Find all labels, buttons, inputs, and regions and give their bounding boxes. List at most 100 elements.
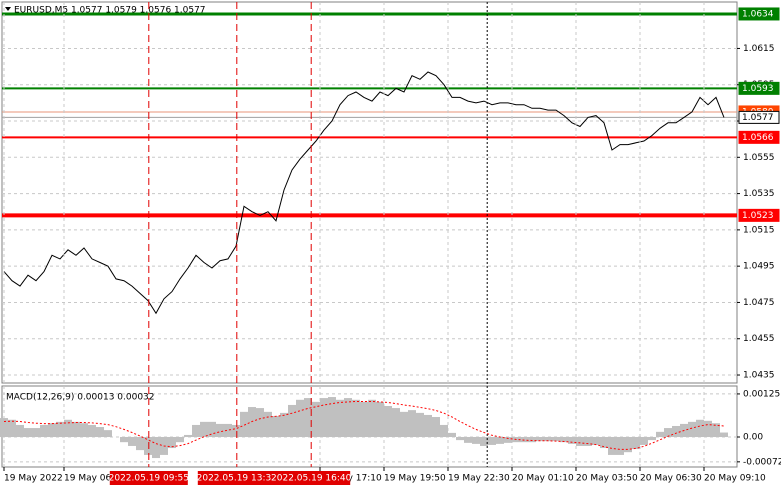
macd-bar: [520, 437, 528, 443]
macd-bar: [552, 437, 560, 442]
macd-bar: [328, 397, 336, 438]
macd-bar: [216, 423, 224, 438]
macd-bar: [376, 401, 384, 438]
macd-bar: [232, 424, 240, 438]
macd-bar: [536, 437, 544, 442]
macd-bar: [640, 437, 648, 445]
macd-bar: [192, 424, 200, 438]
macd-bar: [704, 420, 712, 438]
x-tick-label: 19 May 2022: [4, 474, 63, 484]
macd-bar: [224, 423, 232, 438]
macd-bar: [384, 405, 392, 438]
macd-bar: [648, 437, 656, 441]
macd-bar: [600, 437, 608, 449]
macd-bar: [424, 414, 432, 438]
macd-bar: [272, 415, 280, 438]
marker-label: 2022.05.19 16:40: [271, 474, 352, 484]
level-label: 1.0566: [742, 133, 774, 143]
macd-bar: [432, 417, 440, 438]
macd-bar: [688, 421, 696, 438]
marker-label-box: [272, 471, 351, 485]
x-tick-label: 19 May 06: [64, 474, 112, 484]
macd-bar: [320, 398, 328, 438]
marker-label: 2022.05.19 09:55: [109, 474, 189, 484]
macd-bar: [200, 421, 208, 438]
macd-bar: [304, 398, 312, 438]
macd-bar: [136, 437, 144, 451]
y-tick-label: 1.0615: [743, 44, 775, 54]
macd-bar: [616, 437, 624, 455]
macd-bar: [464, 437, 472, 443]
macd-bar: [496, 437, 504, 444]
macd-bar: [56, 421, 64, 438]
x-tick-label: 20 May 06:30: [640, 474, 702, 484]
macd-bar: [104, 430, 112, 438]
signal-line: [3, 401, 725, 450]
level-label-box: [738, 130, 780, 144]
x-tick-label: 19 May 19:50: [384, 474, 446, 484]
macd-bar: [312, 401, 320, 438]
macd-bar: [88, 424, 96, 438]
macd-bar: [416, 412, 424, 438]
level-label: 1.0577: [742, 113, 774, 123]
menu-arrow: [5, 7, 11, 11]
x-tick-label: 19 May 17:10: [320, 474, 382, 484]
level-label-box: [738, 208, 780, 222]
macd-bar: [608, 437, 616, 455]
x-tick-label: 19 May 22:30: [448, 474, 510, 484]
y-tick-label: 1.0555: [743, 153, 775, 163]
macd-bar: [32, 428, 40, 438]
level-label: 1.0634: [742, 9, 774, 19]
macd-bar: [184, 434, 192, 438]
y-tick-label: 1.0535: [743, 189, 775, 199]
macd-bar: [528, 437, 536, 443]
level-label-box: [738, 110, 780, 124]
macd-bar: [448, 432, 456, 438]
y-tick-label: 1.0515: [743, 225, 775, 235]
macd-bar: [24, 428, 32, 438]
macd-bar: [632, 437, 640, 450]
macd-bar: [544, 437, 552, 442]
macd-bar: [0, 418, 8, 438]
macd-bar: [144, 437, 152, 455]
macd-bar: [72, 421, 80, 438]
macd-bar: [256, 408, 264, 438]
macd-bar: [64, 419, 72, 438]
macd-bar: [456, 437, 464, 441]
level-label-box: [738, 7, 780, 21]
price-panel: [1, 1, 738, 384]
y-tick-label: 1.0475: [743, 298, 775, 308]
macd-bar: [656, 431, 664, 438]
macd-bar: [120, 437, 128, 443]
macd-bar: [720, 432, 728, 438]
macd-bar: [568, 437, 576, 444]
macd-bar: [504, 437, 512, 443]
macd-title: MACD(12,26,9) 0.00013 0.00032: [6, 393, 155, 403]
macd-bar: [472, 437, 480, 444]
macd-bar: [176, 437, 184, 443]
macd-bar: [344, 398, 352, 438]
macd-bar: [264, 411, 272, 438]
marker-label-box: [109, 471, 188, 485]
y-tick-label: 0.00125: [743, 389, 780, 399]
y-tick-label: -0.00072: [743, 457, 781, 467]
macd-bar: [168, 437, 176, 449]
macd-bar: [48, 423, 56, 438]
macd-bar: [624, 437, 632, 453]
y-tick-label: 1.0455: [743, 334, 775, 344]
macd-bar: [408, 410, 416, 438]
macd-bar: [664, 428, 672, 438]
macd-bar: [336, 399, 344, 438]
chart-title: EURUSD,M5 1.0577 1.0579 1.0576 1.0577: [14, 6, 206, 16]
macd-bar: [696, 419, 704, 438]
macd-bar: [8, 419, 16, 438]
macd-bar: [488, 437, 496, 445]
macd-bar: [584, 437, 592, 446]
macd-bar: [296, 399, 304, 438]
macd-bar: [392, 408, 400, 438]
level-label-box: [738, 81, 780, 95]
macd-bar: [368, 399, 376, 438]
macd-bar: [360, 401, 368, 438]
level-label: 1.0523: [742, 211, 774, 221]
x-tick-label: 20 May 01:10: [512, 474, 574, 484]
